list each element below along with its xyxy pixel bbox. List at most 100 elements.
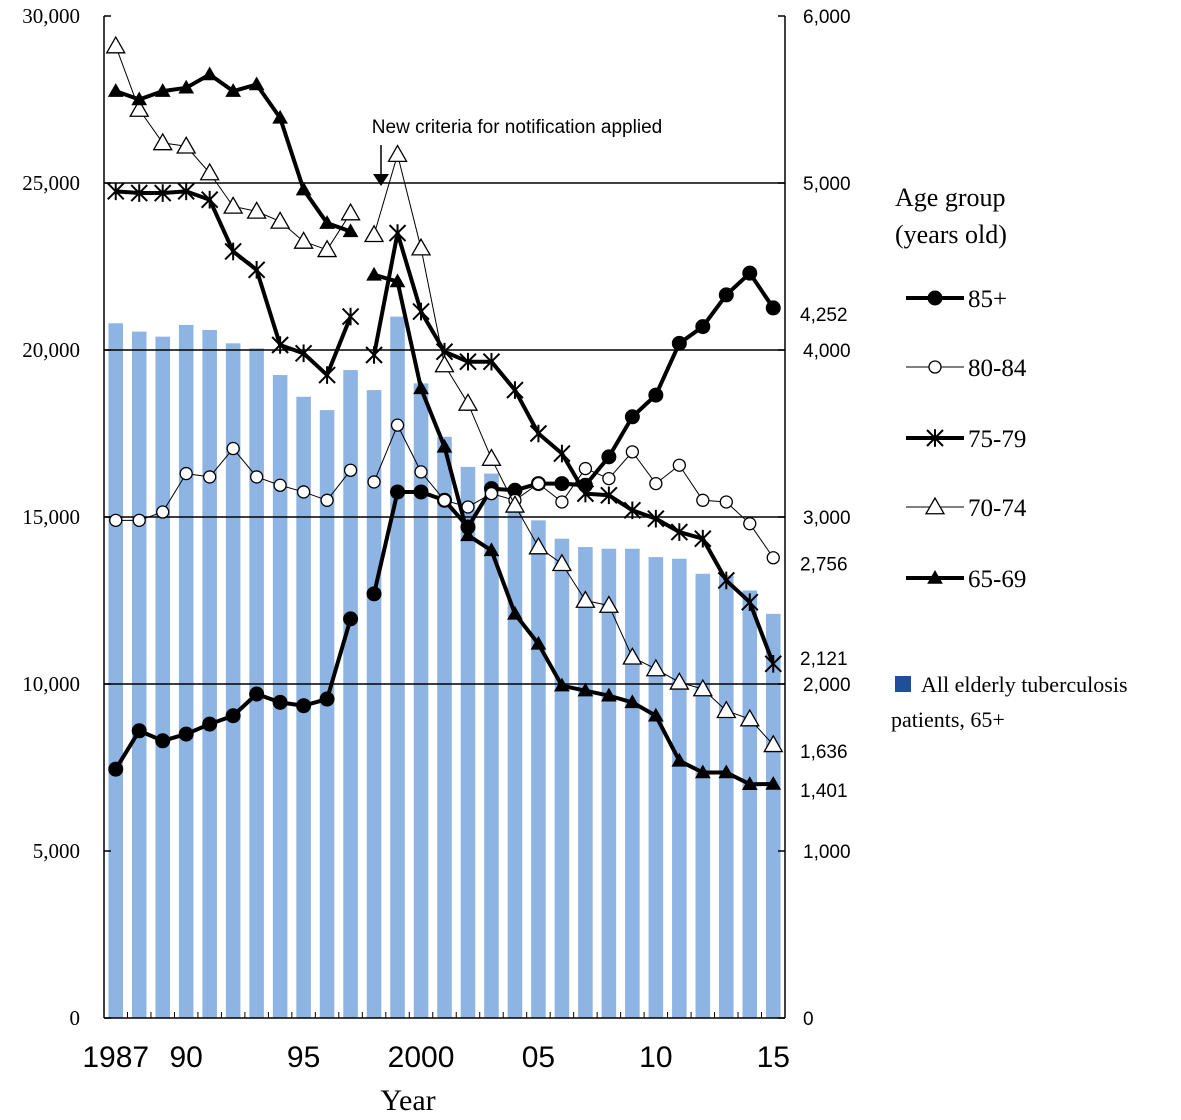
marker-65-69-28 [741,776,758,790]
marker-80-84-22 [602,471,616,486]
marker-65-69-8 [295,181,312,196]
marker-65-69-22 [601,687,617,702]
marker-85plus-4 [202,716,218,732]
series-line-75-79-1 [372,231,776,665]
marker-70-74-23 [622,646,643,665]
marker-70-74-15 [434,354,455,373]
marker-80-84-21 [578,461,593,476]
x-tick-label-2010: 10 [639,1041,672,1074]
end-value-label-4: 1,401 [800,781,848,802]
marker-70-74-27 [716,700,737,719]
legend-label-70-74: 70-74 [968,495,1027,522]
marker-75-79-14 [412,302,430,321]
marker-65-69-23 [624,694,641,709]
y-left-tick-label-25000: 25,000 [22,171,80,195]
marker-65-69-29 [765,776,782,790]
marker-85plus-13 [390,484,406,500]
marker-80-84-20 [555,495,569,509]
marker-70-74-6 [246,201,267,219]
bar-2010 [648,557,664,1018]
marker-70-74-19 [528,536,549,555]
marker-75-79-19 [529,424,548,443]
x-tick-label-1990: 90 [170,1041,203,1074]
y-right-tick-label-2000: 2,000 [803,675,851,696]
legend-items: 85+ 80-84 75-79 70-74 65-69 [906,286,1027,593]
annotation-arrow [373,145,389,186]
marker-75-79-9 [318,366,336,384]
marker-75-79-10 [341,307,360,326]
marker-75-79-27 [717,571,736,590]
marker-80-84-2 [156,505,170,519]
marker-70-74-24 [645,658,666,677]
marker-75-79-16 [459,352,477,371]
marker-75-79-29 [764,654,782,673]
marker-70-74-26 [692,678,713,697]
series-line-85plus-1 [372,271,775,595]
marker-75-79-7 [271,336,289,354]
legend-label-65-69: 65-69 [968,566,1026,593]
marker-70-74-21 [575,590,596,608]
marker-70-74-22 [598,595,619,613]
series-line-70-74-1 [373,154,774,746]
marker-80-84-25 [672,458,686,472]
marker-75-79-1 [130,184,148,202]
marker-65-69-26 [694,764,711,779]
marker-65-69-27 [718,764,735,779]
marker-65-69-25 [671,752,688,767]
marker-85plus-20 [554,476,570,492]
x-tick-label-1987: 1987 [82,1041,149,1074]
legend-marker-65-69 [927,569,943,584]
marker-80-84-12 [367,475,381,489]
marker-70-74-2 [152,132,173,151]
y-left-tick-label-20000: 20,000 [22,338,80,362]
marker-65-69-1 [131,91,148,106]
y-right-tick-label-4000: 4,000 [803,341,851,362]
marker-80-84-24 [649,476,663,491]
marker-85plus-29 [765,300,781,316]
marker-80-84-3 [179,466,193,481]
marker-80-84-9 [320,493,334,507]
bar-2002 [460,466,476,1018]
marker-80-84-14 [414,465,428,479]
legend-marker-85plus [927,290,943,306]
marker-80-84-4 [203,470,217,484]
y-right-tick-label-0: 0 [803,1009,814,1030]
legend-marker-80-84 [928,360,942,374]
marker-80-84-19 [531,476,546,491]
series-line-65-69-1 [373,272,774,787]
marker-80-84-10 [343,463,358,477]
marker-75-79-22 [600,486,618,505]
bar-2012 [695,573,711,1018]
y-left-tick-label-5000: 5,000 [33,839,80,863]
y-right-tick-label-5000: 5,000 [803,174,851,195]
marker-75-79-24 [647,509,665,528]
marker-70-74-13 [387,144,408,163]
marker-85plus-24 [648,387,664,403]
marker-70-74-28 [739,708,760,727]
marker-65-69-19 [530,635,547,650]
bar-2013 [719,575,734,1018]
bar-2008 [601,548,617,1018]
legend-bar-swatch [895,676,911,692]
marker-65-69-12 [366,266,382,281]
marker-85plus-22 [601,449,617,465]
marker-80-84-28 [743,517,757,531]
marker-70-74-10 [340,202,361,221]
bar-2003 [484,473,499,1019]
legend-title-line2: (years old) [895,220,1007,249]
marker-85plus-6 [249,686,265,702]
x-axis-title: Year [380,1084,435,1117]
marker-75-79-28 [741,593,759,611]
marker-70-74-12 [363,224,385,243]
marker-75-79-17 [482,352,501,371]
marker-75-79-21 [576,484,595,503]
marker-65-69-16 [460,527,476,542]
marker-80-84-7 [273,478,287,492]
bar-2004 [507,510,523,1018]
marker-65-69-10 [342,223,359,238]
bar-1998 [366,390,382,1019]
marker-70-74-14 [410,237,432,256]
y-left-tick-label-0: 0 [70,1006,81,1030]
series-line-80-84-1 [373,424,774,559]
marker-65-69-14 [413,380,429,395]
